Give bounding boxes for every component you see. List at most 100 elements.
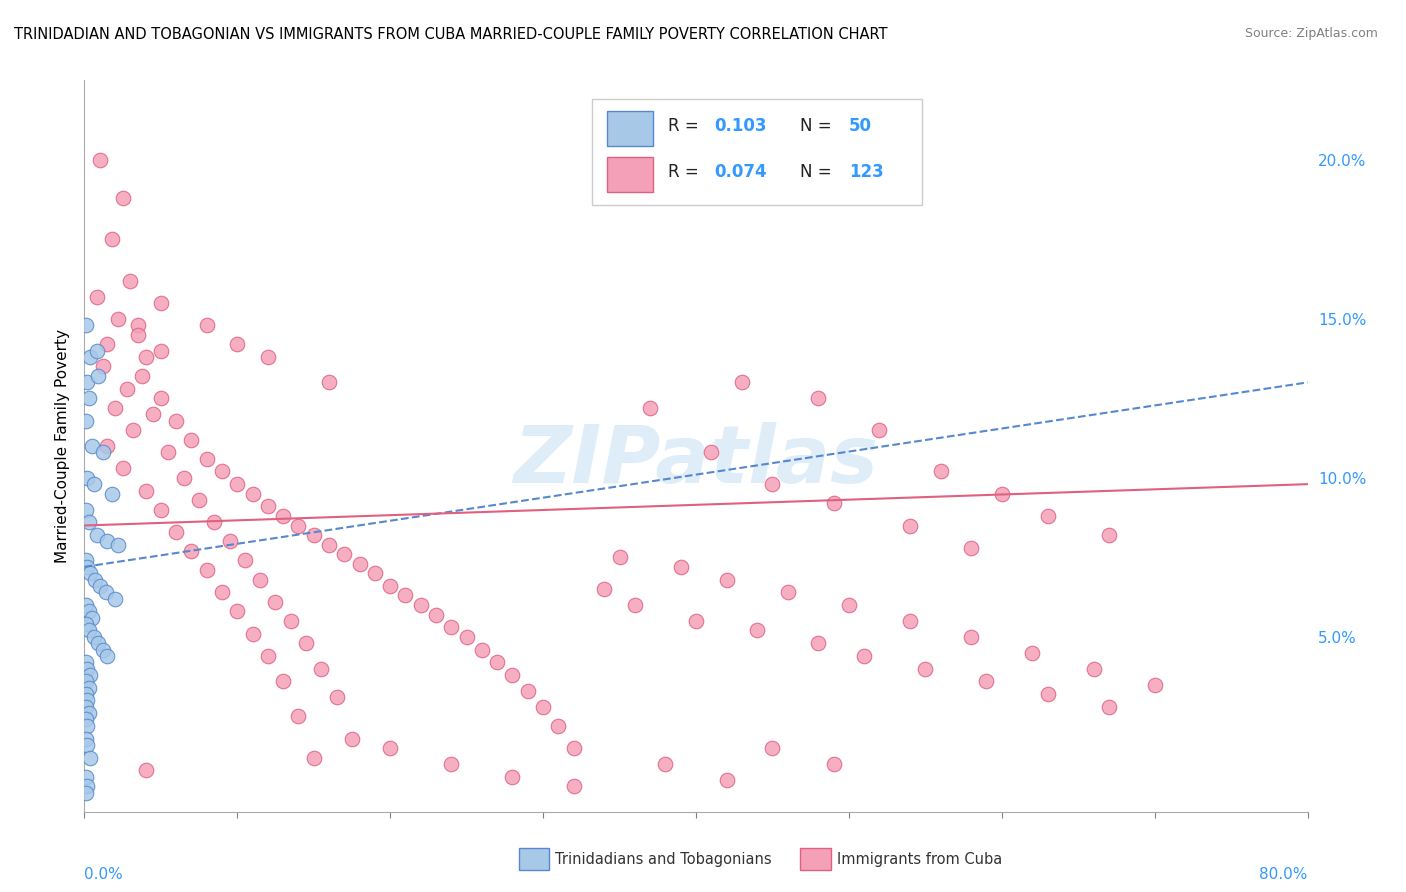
Point [731, 376, 754, 390]
Point [149, 502, 172, 516]
Point [1021, 646, 1043, 660]
Point [669, 559, 692, 574]
Point [960, 630, 983, 644]
Text: 80.0%: 80.0% [1260, 867, 1308, 881]
Point [547, 719, 569, 733]
Point [77, 604, 100, 618]
Point [157, 445, 180, 459]
Point [380, 741, 402, 756]
Text: Source: ZipAtlas.com: Source: ZipAtlas.com [1244, 27, 1378, 40]
Point [1036, 687, 1059, 701]
Point [195, 451, 218, 466]
Y-axis label: Married-Couple Family Poverty: Married-Couple Family Poverty [55, 329, 70, 563]
Point [295, 636, 318, 650]
Point [991, 486, 1014, 500]
Bar [519, 848, 550, 871]
Point [807, 392, 830, 406]
Point [75, 699, 97, 714]
Point [287, 518, 309, 533]
Text: 0.0%: 0.0% [84, 867, 124, 881]
Point [96, 648, 118, 663]
Point [638, 401, 661, 415]
Point [364, 566, 387, 581]
Point [960, 541, 983, 555]
Point [264, 595, 287, 609]
Text: Trinidadians and Tobagonians: Trinidadians and Tobagonians [555, 852, 772, 867]
Text: R =: R = [668, 162, 704, 181]
Point [188, 493, 211, 508]
Point [502, 770, 524, 784]
Point [104, 401, 127, 415]
Point [869, 423, 891, 437]
Point [914, 662, 936, 676]
Point [83, 477, 105, 491]
Point [86, 528, 108, 542]
Point [807, 636, 830, 650]
Point [107, 538, 129, 552]
Point [135, 483, 157, 498]
Text: 123: 123 [849, 162, 883, 181]
Point [257, 648, 280, 663]
Point [929, 465, 952, 479]
Point [165, 524, 187, 539]
Point [226, 337, 249, 351]
Point [111, 461, 134, 475]
Text: Immigrants from Cuba: Immigrants from Cuba [837, 852, 1002, 867]
Point [101, 232, 124, 246]
Point [91, 445, 114, 459]
Point [257, 500, 280, 514]
Point [302, 750, 325, 764]
Point [898, 518, 921, 533]
Point [180, 433, 202, 447]
Point [685, 614, 707, 628]
Text: 0.074: 0.074 [714, 162, 766, 181]
Point [776, 585, 799, 599]
Point [75, 770, 97, 784]
Point [75, 502, 97, 516]
Point [716, 772, 738, 787]
Point [75, 731, 97, 746]
Point [440, 757, 463, 772]
Point [471, 642, 494, 657]
Point [75, 674, 97, 689]
Point [380, 579, 402, 593]
Point [271, 674, 294, 689]
Point [1098, 528, 1121, 542]
Point [75, 655, 97, 669]
Text: N =: N = [800, 118, 837, 136]
Point [761, 477, 783, 491]
Point [562, 741, 585, 756]
Point [76, 559, 98, 574]
Point [562, 779, 585, 793]
Point [135, 350, 157, 364]
Point [747, 624, 769, 638]
Point [1083, 662, 1105, 676]
Text: N =: N = [800, 162, 837, 181]
Point [333, 547, 356, 561]
Text: 50: 50 [849, 118, 872, 136]
Text: R =: R = [668, 118, 704, 136]
Point [425, 607, 447, 622]
Point [609, 550, 631, 565]
Point [89, 153, 111, 167]
Text: TRINIDADIAN AND TOBAGONIAN VS IMMIGRANTS FROM CUBA MARRIED-COUPLE FAMILY POVERTY: TRINIDADIAN AND TOBAGONIAN VS IMMIGRANTS… [14, 27, 887, 42]
Point [242, 626, 264, 640]
Point [486, 655, 509, 669]
Point [75, 413, 97, 427]
Point [195, 563, 218, 577]
Point [76, 719, 98, 733]
Point [257, 350, 280, 364]
Point [823, 496, 845, 510]
Point [83, 630, 105, 644]
Point [976, 674, 998, 689]
Point [195, 318, 218, 333]
Text: 0.103: 0.103 [714, 118, 766, 136]
Point [75, 713, 97, 727]
Bar [606, 111, 654, 146]
Point [127, 318, 149, 333]
Point [77, 516, 100, 530]
Point [1098, 699, 1121, 714]
Point [242, 486, 264, 500]
Point [120, 274, 142, 288]
Point [87, 369, 110, 384]
